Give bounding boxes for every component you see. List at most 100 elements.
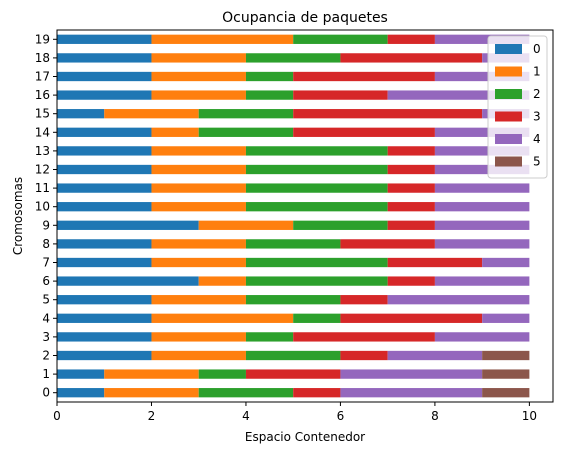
legend-label-5: 5 (533, 155, 541, 169)
bar-series-3-row-1 (245, 369, 341, 379)
bar-series-4-row-16 (387, 90, 530, 100)
bar-series-2-row-14 (198, 127, 294, 137)
bar-series-1-row-11 (151, 183, 246, 193)
bar-series-0-row-15 (57, 109, 105, 119)
bar-series-3-row-3 (293, 332, 435, 342)
bar-series-0-row-17 (57, 71, 152, 82)
bar-series-3-row-0 (293, 388, 341, 398)
bar-series-4-row-9 (434, 220, 530, 230)
bar-series-4-row-17 (434, 71, 530, 82)
bar-series-1-row-19 (151, 34, 294, 44)
legend-swatch-2 (495, 89, 522, 99)
bar-series-1-row-16 (151, 90, 246, 100)
bar-series-3-row-10 (387, 202, 435, 212)
bar-series-1-row-4 (151, 313, 294, 323)
bar-series-1-row-5 (151, 295, 246, 305)
y-tick-label: 14 (35, 125, 50, 139)
y-tick-label: 18 (35, 51, 50, 65)
bar-series-4-row-3 (434, 332, 530, 342)
bar-series-0-row-0 (57, 388, 105, 398)
x-tick-label: 6 (337, 409, 345, 423)
bar-series-0-row-4 (57, 313, 152, 323)
bar-series-2-row-15 (198, 109, 294, 119)
bar-series-2-row-7 (245, 257, 388, 268)
y-tick-label: 12 (35, 163, 50, 177)
bar-series-4-row-1 (340, 369, 483, 379)
bar-series-4-row-5 (387, 295, 530, 305)
y-tick-label: 4 (42, 311, 50, 325)
bar-series-0-row-9 (57, 220, 199, 230)
bar-series-1-row-14 (151, 127, 199, 137)
bar-series-2-row-5 (245, 295, 341, 305)
bar-series-3-row-4 (340, 313, 483, 323)
bar-series-4-row-6 (434, 276, 530, 286)
y-tick-label: 8 (42, 237, 50, 251)
bar-series-4-row-12 (434, 164, 530, 175)
bar-series-0-row-13 (57, 146, 152, 156)
bar-series-0-row-16 (57, 90, 152, 100)
y-tick-label: 0 (42, 386, 50, 400)
bar-series-2-row-19 (293, 34, 388, 44)
y-axis-label: Cromosomas (11, 177, 25, 255)
bar-series-2-row-2 (245, 350, 341, 361)
plot-frame (56, 29, 554, 403)
legend-label-4: 4 (533, 132, 541, 146)
bar-series-3-row-17 (293, 71, 435, 82)
bar-series-2-row-11 (245, 183, 388, 193)
bar-series-1-row-1 (104, 369, 199, 379)
bar-series-5-row-2 (482, 350, 530, 361)
bar-series-4-row-13 (434, 146, 530, 156)
bar-series-3-row-9 (387, 220, 435, 230)
bar-series-4-row-7 (482, 257, 530, 268)
y-tick-label: 7 (42, 256, 50, 270)
bar-series-2-row-8 (245, 239, 341, 249)
legend: 0 1 2 3 4 5 (487, 35, 548, 179)
bar-series-3-row-5 (340, 295, 388, 305)
bar-series-0-row-10 (57, 202, 152, 212)
bar-series-0-row-7 (57, 257, 152, 268)
bar-series-2-row-17 (245, 71, 294, 82)
bar-series-4-row-14 (434, 127, 530, 137)
y-tick-label: 2 (42, 349, 50, 363)
bar-series-3-row-8 (340, 239, 435, 249)
y-tick-label: 10 (35, 200, 50, 214)
bar-series-2-row-1 (198, 369, 246, 379)
legend-label-2: 2 (533, 87, 541, 101)
bar-series-4-row-2 (387, 350, 483, 361)
bar-series-4-row-19 (434, 34, 530, 44)
x-axis: 0 2 4 6 8 10 (53, 402, 537, 423)
bar-series-0-row-14 (57, 127, 152, 137)
bar-series-3-row-16 (293, 90, 388, 100)
bar-series-1-row-9 (198, 220, 294, 230)
legend-label-0: 0 (533, 42, 541, 56)
bar-series-3-row-11 (387, 183, 435, 193)
bar-series-5-row-0 (482, 388, 530, 398)
bar-series-1-row-12 (151, 164, 246, 175)
x-tick-label: 10 (522, 409, 537, 423)
x-tick-label: 0 (53, 409, 61, 423)
bar-series-2-row-13 (245, 146, 388, 156)
bar-series-0-row-11 (57, 183, 152, 193)
bar-series-3-row-12 (387, 164, 435, 175)
bar-series-1-row-6 (198, 276, 246, 286)
legend-swatch-4 (495, 134, 522, 144)
bar-series-2-row-10 (245, 202, 388, 212)
bar-series-0-row-8 (57, 239, 152, 249)
bar-series-2-row-12 (245, 164, 388, 175)
bar-series-2-row-4 (293, 313, 341, 323)
bar-series-3-row-2 (340, 350, 388, 361)
y-tick-label: 11 (35, 181, 50, 195)
bar-series-3-row-19 (387, 34, 435, 44)
bar-series-4-row-8 (434, 239, 530, 249)
bar-series-2-row-0 (198, 388, 294, 398)
bar-series-1-row-18 (151, 53, 246, 63)
legend-swatch-3 (495, 111, 522, 122)
bar-series-3-row-13 (387, 146, 435, 156)
bar-series-2-row-6 (245, 276, 388, 286)
y-tick-label: 15 (35, 107, 50, 121)
y-tick-label: 16 (35, 88, 50, 102)
x-tick-label: 8 (431, 409, 439, 423)
